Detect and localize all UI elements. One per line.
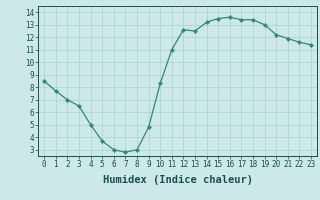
X-axis label: Humidex (Indice chaleur): Humidex (Indice chaleur): [103, 175, 252, 185]
